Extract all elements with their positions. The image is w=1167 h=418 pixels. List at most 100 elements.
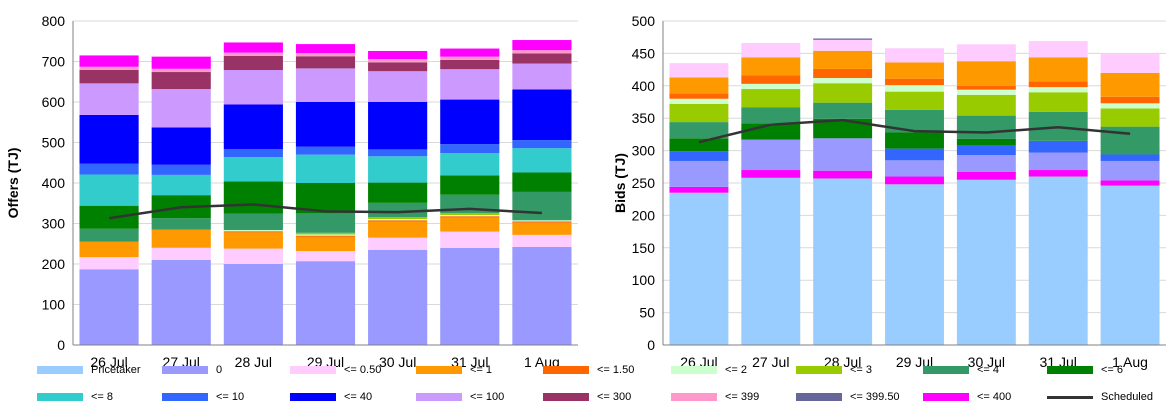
bar-segment bbox=[669, 93, 729, 99]
bar-segment bbox=[368, 217, 428, 220]
bar-segment bbox=[79, 70, 139, 84]
bar-segment bbox=[368, 220, 428, 222]
bar-segment bbox=[295, 44, 356, 53]
bar-segment bbox=[669, 103, 729, 123]
bar-segment bbox=[512, 246, 572, 345]
bar-segment bbox=[223, 104, 283, 149]
bar-segment bbox=[79, 241, 139, 258]
bar-segment bbox=[295, 146, 356, 155]
bar-segment bbox=[440, 212, 500, 215]
bar-segment bbox=[440, 69, 500, 100]
bar-segment bbox=[151, 218, 211, 230]
bar-segment bbox=[440, 216, 500, 218]
bar-segment bbox=[223, 231, 283, 233]
y-axis-label: Offers (TJ) bbox=[5, 148, 21, 219]
bar-segment bbox=[885, 78, 944, 86]
bar-segment bbox=[151, 127, 211, 165]
bar-segment bbox=[512, 222, 572, 235]
bar-segment bbox=[741, 89, 801, 108]
bar-segment bbox=[885, 85, 944, 92]
x-tick-label: 27 Jul bbox=[163, 354, 200, 370]
bar-segment bbox=[813, 68, 873, 79]
y-tick-label: 50 bbox=[639, 305, 655, 321]
bar-segment bbox=[1100, 154, 1160, 161]
bar-segment bbox=[368, 221, 428, 238]
bar-segment bbox=[741, 139, 801, 171]
bar-segment bbox=[1100, 180, 1160, 186]
bar-segment bbox=[741, 43, 801, 58]
bar-segment bbox=[956, 179, 1016, 345]
bar-segment bbox=[669, 77, 729, 94]
bar-segment bbox=[295, 56, 356, 69]
chart-1: 0 100 200 300 400 500 600 700 800 Offers (TJ) 26 J… bbox=[5, 13, 578, 370]
y-tick-label: 350 bbox=[632, 110, 656, 126]
bar-segment bbox=[669, 160, 729, 187]
bar-segment bbox=[151, 72, 211, 90]
bar-segment bbox=[151, 229, 211, 248]
y-tick-label: 100 bbox=[632, 272, 656, 288]
bar-segment bbox=[956, 89, 1016, 95]
bar-segment bbox=[1028, 170, 1088, 177]
bar-segment bbox=[813, 118, 873, 139]
bar-segment bbox=[79, 257, 139, 270]
bar-segment bbox=[669, 63, 729, 78]
bar-segment bbox=[1028, 140, 1088, 153]
bar-segment bbox=[440, 247, 500, 345]
y-tick-label: 600 bbox=[42, 94, 66, 110]
bar-segment bbox=[885, 109, 944, 133]
bar-segment bbox=[295, 261, 356, 345]
bar-segment bbox=[295, 52, 356, 57]
bar-segment bbox=[512, 53, 572, 64]
bar-segment bbox=[813, 39, 873, 51]
y-tick-label: 100 bbox=[42, 297, 66, 313]
bar-segment bbox=[295, 102, 356, 147]
bar-segment bbox=[512, 63, 572, 90]
bar-segment bbox=[368, 102, 428, 150]
bar-segment bbox=[368, 62, 428, 72]
bar-segment bbox=[223, 148, 283, 158]
bar-segment bbox=[885, 91, 944, 110]
bar-segment bbox=[440, 144, 500, 154]
bar-segment bbox=[1100, 185, 1160, 345]
bar-segment bbox=[813, 170, 873, 179]
bar-segment bbox=[295, 213, 356, 233]
bar-segment bbox=[79, 83, 139, 115]
bar-segment bbox=[440, 99, 500, 145]
bar-segment bbox=[669, 151, 729, 161]
bar-segment bbox=[1028, 57, 1088, 82]
bar-segment bbox=[1028, 41, 1088, 58]
bar-segment bbox=[440, 175, 500, 195]
bar-segment bbox=[223, 248, 283, 264]
bar-segment bbox=[223, 213, 283, 230]
bar-segment bbox=[741, 177, 801, 345]
bar-segment bbox=[512, 50, 572, 54]
bar-segment bbox=[1028, 87, 1088, 93]
scheduled-line bbox=[698, 118, 1131, 144]
bar-segment bbox=[79, 269, 139, 345]
bar-segment bbox=[295, 251, 356, 262]
bar-segment bbox=[223, 157, 283, 182]
bar-segment bbox=[512, 140, 572, 149]
bar-segment bbox=[295, 235, 356, 237]
y-tick-label: 150 bbox=[632, 240, 656, 256]
x-tick-label: 29 Jul bbox=[307, 354, 344, 370]
x-tick-label: 30 Jul bbox=[379, 354, 416, 370]
x-tick-label: 26 Jul bbox=[680, 354, 717, 370]
bar-segment bbox=[223, 52, 283, 56]
bar-segment bbox=[368, 237, 428, 250]
bar-segment bbox=[151, 174, 211, 196]
bar-segment bbox=[368, 149, 428, 157]
bar-segment bbox=[1100, 160, 1160, 181]
bar-segment bbox=[151, 89, 211, 128]
bar-segment bbox=[151, 56, 211, 69]
bar-segment bbox=[440, 217, 500, 232]
bar-segment bbox=[295, 154, 356, 183]
y-tick-label: 0 bbox=[57, 337, 65, 353]
bar-segment bbox=[368, 59, 428, 63]
bar-segment bbox=[223, 55, 283, 71]
scheduled-line bbox=[108, 203, 542, 220]
bar-segment bbox=[440, 153, 500, 176]
bar-segment bbox=[512, 89, 572, 141]
bar-segment bbox=[512, 221, 572, 223]
x-tick-label: 27 Jul bbox=[752, 354, 789, 370]
